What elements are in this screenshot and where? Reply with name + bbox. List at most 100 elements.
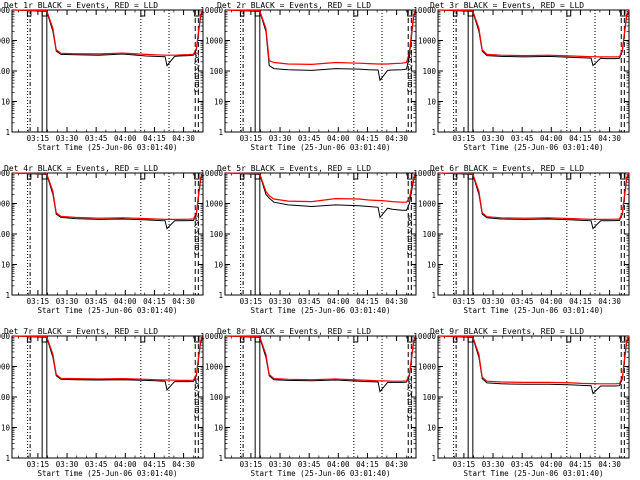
x-tick-label: 04:15 [569,460,592,469]
series-lld-line [226,172,417,203]
interval-box [353,172,359,180]
series-events-line [439,9,630,67]
series-lld-line [439,9,630,58]
y-tick-label: 100 [422,67,436,76]
interval-box [566,9,572,17]
interval-box [140,335,146,343]
x-tick-label: 03:15 [27,134,50,143]
x-tick-label: 04:30 [598,134,621,143]
x-tick-label: 03:15 [240,460,263,469]
x-tick-label: 03:45 [298,134,321,143]
x-tick-label: 03:15 [240,297,263,306]
detector-panel-6: Det 6r BLACK = Events, RED = LLD 1 10 100 10… [406,164,630,315]
x-axis-label: Start Time (25-Jun-06 03:01:40) [38,143,178,152]
x-tick-label: 03:30 [482,134,505,143]
series-lld-line [13,335,204,381]
x-axis-label: Start Time (25-Jun-06 03:01:40) [464,469,604,478]
y-tick-label: 1000 [418,363,437,372]
x-tick-label: 04:30 [385,297,408,306]
x-tick-label: 04:15 [143,134,166,143]
series-events-line [439,172,630,230]
x-tick-label: 03:45 [298,297,321,306]
y-tick-label: 10000 [200,6,223,15]
y-tick-label: 1 [431,291,436,300]
y-tick-label: 100 [209,230,223,239]
x-tick-label: 04:00 [540,134,563,143]
x-tick-label: 03:45 [85,460,108,469]
y-tick-label: 10000 [413,169,436,178]
y-axis-label: Counts/sec [193,50,201,92]
y-tick-label: 100 [209,67,223,76]
detector-panel-4: Det 4r BLACK = Events, RED = LLD 1 10 100 10… [0,164,204,315]
plot-frame [437,335,630,459]
plot-frame [437,9,630,133]
y-tick-label: 10 [427,261,437,270]
x-tick-label: 04:30 [385,460,408,469]
x-tick-label: 04:15 [143,460,166,469]
x-axis-label: Start Time (25-Jun-06 03:01:40) [251,143,391,152]
y-tick-label: 1000 [0,37,10,46]
x-tick-label: 04:30 [598,297,621,306]
interval-box [353,9,359,17]
x-axis-label: Start Time (25-Jun-06 03:01:40) [464,143,604,152]
series-lld-line [226,335,417,382]
x-tick-label: 04:30 [172,134,195,143]
y-axis-label: Counts/sec [193,213,201,255]
x-tick-label: 04:00 [114,134,137,143]
y-tick-label: 10000 [0,332,10,341]
x-tick-label: 04:00 [540,297,563,306]
y-tick-label: 10 [214,261,224,270]
y-axis-label: Counts/sec [406,50,414,92]
series-lld-line [439,335,630,385]
detector-panel-3: Det 3r BLACK = Events, RED = LLD 1 10 100 10… [406,1,630,152]
x-tick-label: 04:30 [172,297,195,306]
interval-box [620,172,626,180]
interval-box [620,9,626,17]
y-tick-label: 10 [214,424,224,433]
y-tick-label: 10000 [413,6,436,15]
panel-title: Det 1r BLACK = Events, RED = LLD [4,1,158,10]
y-tick-label: 10000 [0,6,10,15]
y-tick-label: 100 [0,393,10,402]
interval-box [353,335,359,343]
y-tick-label: 10 [427,424,437,433]
interval-box [407,335,413,343]
panel-title: Det 2r BLACK = Events, RED = LLD [217,1,371,10]
x-tick-label: 04:00 [540,460,563,469]
x-tick-label: 04:30 [598,460,621,469]
interval-box [566,335,572,343]
interval-box [140,172,146,180]
panel-title: Det 4r BLACK = Events, RED = LLD [4,164,158,173]
x-tick-label: 04:00 [327,134,350,143]
series-events-line [226,335,417,393]
interval-box [194,172,200,180]
interval-box [407,172,413,180]
plot-frame [11,9,204,133]
y-tick-label: 100 [0,67,10,76]
y-tick-label: 10000 [0,169,10,178]
x-tick-label: 03:45 [511,134,534,143]
x-tick-label: 03:15 [27,460,50,469]
x-tick-label: 03:45 [298,460,321,469]
x-tick-label: 04:00 [327,460,350,469]
series-lld-line [226,9,417,66]
panel-title: Det 6r BLACK = Events, RED = LLD [430,164,584,173]
x-tick-label: 03:15 [453,134,476,143]
detector-panel-2: Det 2r BLACK = Events, RED = LLD 1 10 100 10… [193,1,417,152]
y-tick-label: 100 [422,230,436,239]
y-axis-label: Counts/sec [193,376,201,418]
plot-frame [437,172,630,296]
detector-panel-8: Det 8r BLACK = Events, RED = LLD 1 10 100 10… [193,327,417,478]
series-events-line [13,172,204,230]
y-tick-label: 10 [427,98,437,107]
y-tick-label: 1000 [418,200,437,209]
series-events-line [13,9,204,67]
panel-title: Det 3r BLACK = Events, RED = LLD [430,1,584,10]
y-tick-label: 1000 [0,200,10,209]
y-tick-label: 1 [5,291,10,300]
x-tick-label: 03:45 [85,297,108,306]
series-lld-line [13,9,204,56]
x-tick-label: 03:30 [56,297,79,306]
y-tick-label: 1 [431,454,436,463]
